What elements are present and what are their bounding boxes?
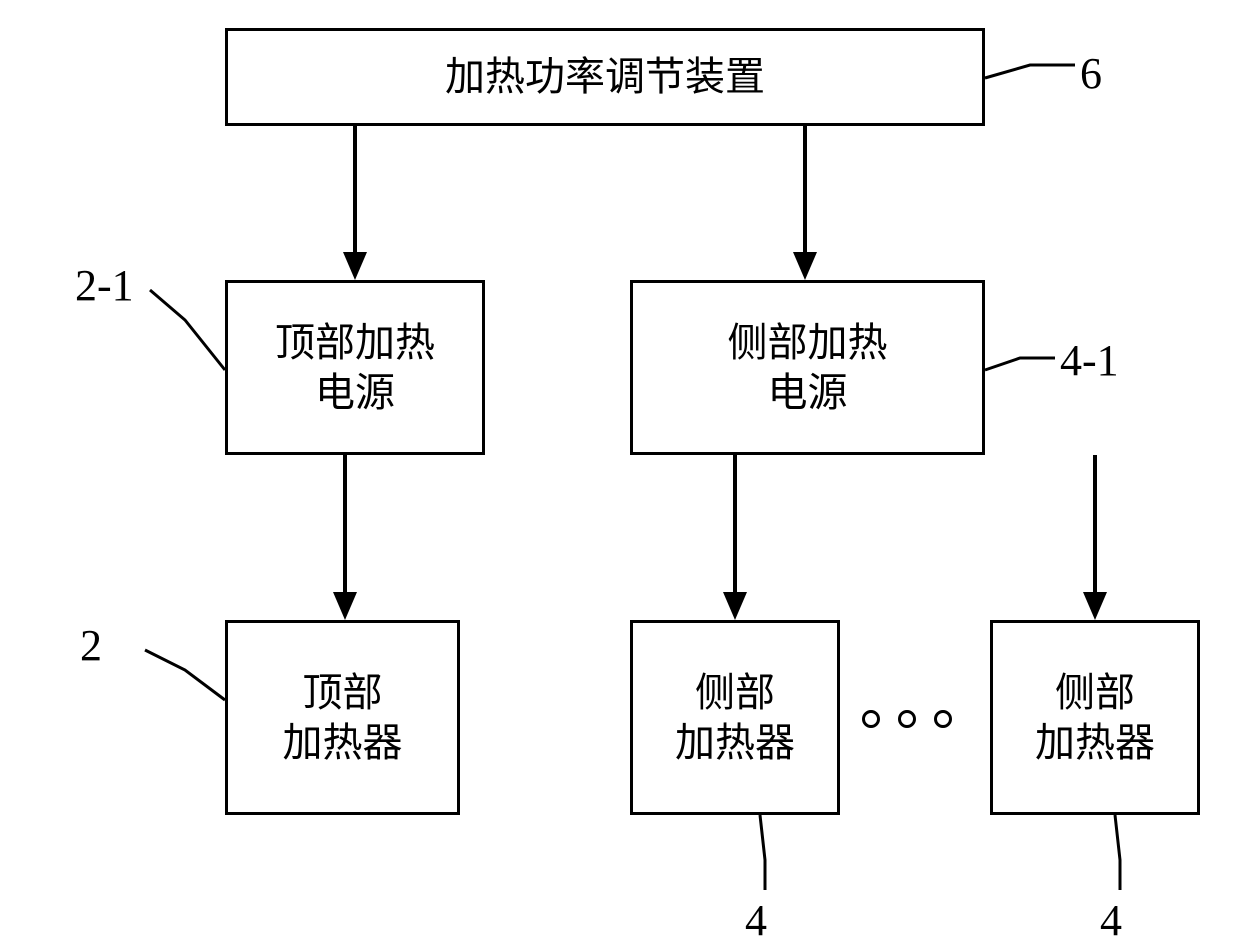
callout-label-4-1: 4-1	[1060, 335, 1119, 386]
node-top-heater: 顶部 加热器	[225, 620, 460, 815]
dot-icon	[862, 710, 880, 728]
dot-icon	[898, 710, 916, 728]
node-side-heater-b: 侧部 加热器	[990, 620, 1200, 815]
callout-label-2-1: 2-1	[75, 260, 134, 311]
node-controller: 加热功率调节装置	[225, 28, 985, 126]
callout-label-6: 6	[1080, 48, 1102, 99]
callout-label-2: 2	[80, 620, 102, 671]
node-top-power: 顶部加热 电源	[225, 280, 485, 455]
node-side-heater-b-text: 侧部 加热器	[1035, 668, 1155, 768]
node-side-heater-a: 侧部 加热器	[630, 620, 840, 815]
diagram-canvas: 加热功率调节装置 顶部加热 电源 侧部加热 电源 顶部 加热器 侧部 加热器 侧…	[0, 0, 1240, 929]
callout-label-4a: 4	[745, 895, 767, 946]
node-side-power-text: 侧部加热 电源	[728, 318, 888, 418]
dot-icon	[934, 710, 952, 728]
node-side-heater-a-text: 侧部 加热器	[675, 668, 795, 768]
callout-label-4b: 4	[1100, 895, 1122, 946]
node-controller-text: 加热功率调节装置	[445, 52, 765, 102]
node-side-power: 侧部加热 电源	[630, 280, 985, 455]
node-top-heater-text: 顶部 加热器	[283, 668, 403, 768]
ellipsis-icon	[862, 710, 952, 728]
node-top-power-text: 顶部加热 电源	[275, 318, 435, 418]
